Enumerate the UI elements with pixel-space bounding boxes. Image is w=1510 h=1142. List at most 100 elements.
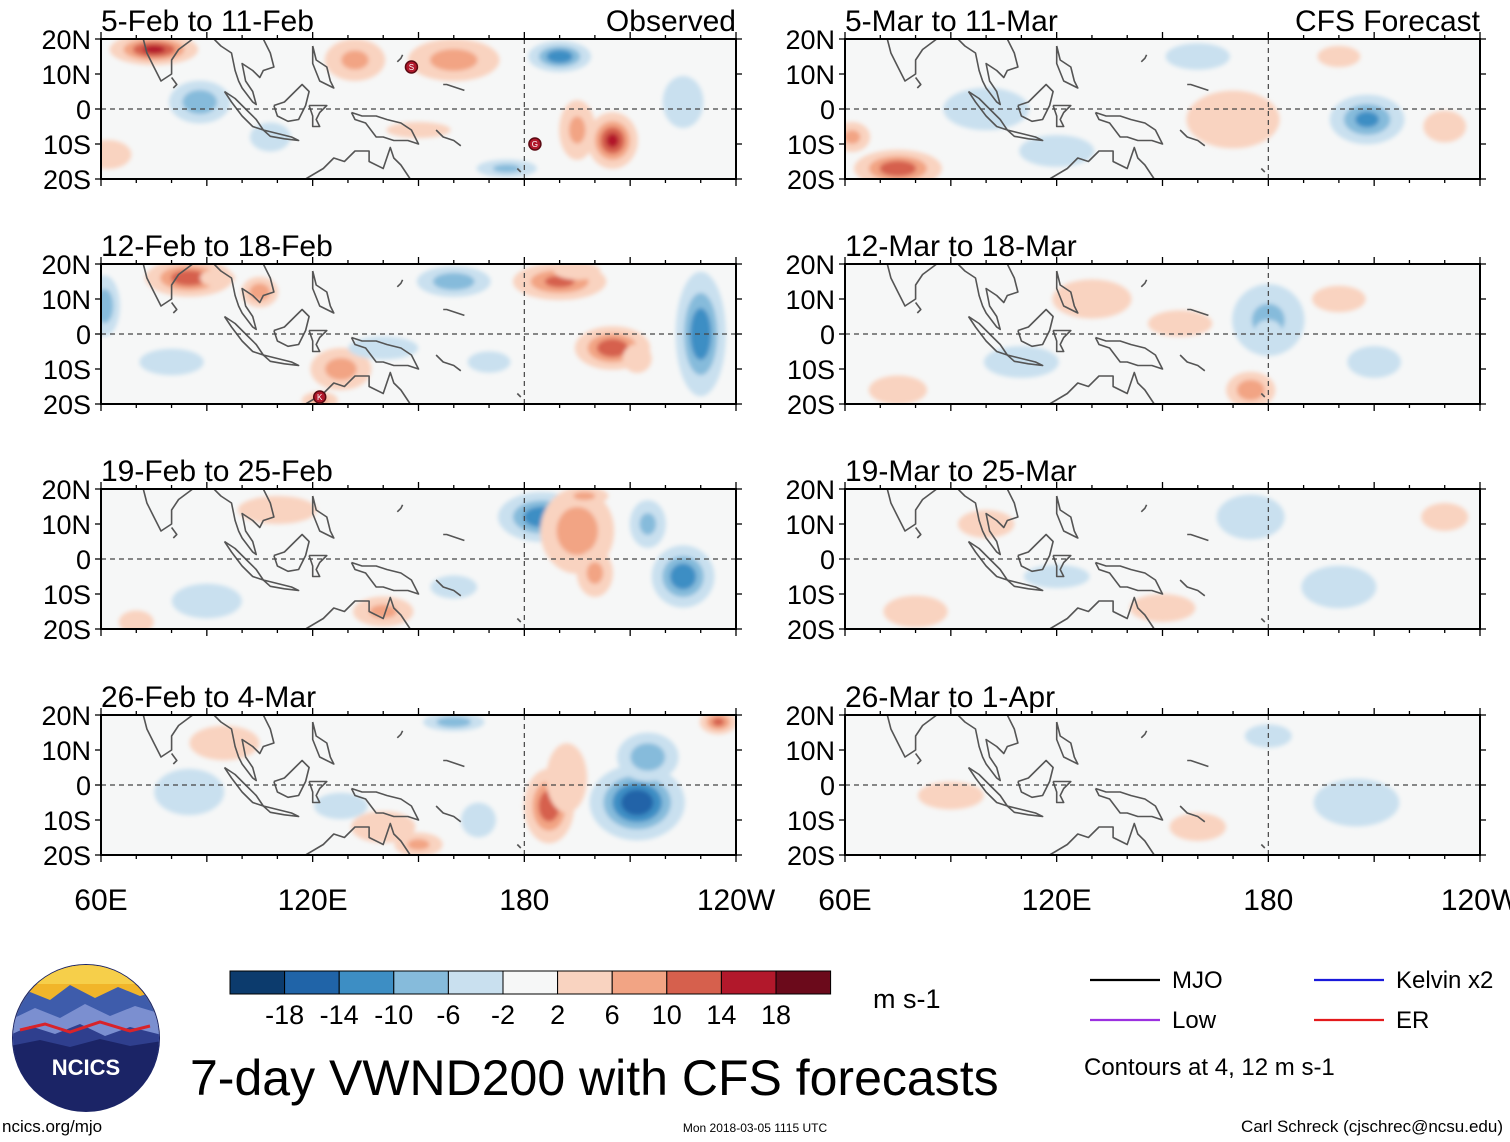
anomaly-blob [237,495,317,525]
anomaly-blob [430,575,478,599]
panel-forecast-1: 20N 10N 0 10S 20S 12-Mar to 18-Mar [785,230,1486,420]
footer-url[interactable]: ncics.org/mjo [2,1117,102,1136]
lat-tick-label: 20S [43,615,91,645]
panel-title: 5-Mar to 11-Mar [845,5,1058,38]
coastlines [873,489,1266,629]
anomaly-blob [1347,346,1401,378]
anomaly-blob [1423,110,1467,143]
lat-tick-label: 20S [787,390,835,420]
panel-title: 19-Mar to 25-Mar [845,455,1077,488]
lat-tick-label: 20S [43,841,91,871]
lat-tick-label: 0 [820,95,835,125]
lat-tick-label: 10S [787,806,835,836]
anomaly-blob [559,100,596,160]
legend-label: Kelvin x2 [1396,967,1493,994]
lat-tick-label: 10S [43,130,91,160]
anomaly-blob [139,348,204,376]
lat-tick-label: 10S [787,355,835,385]
colorbar-tick-label: 18 [761,1000,791,1030]
panel-title: 12-Feb to 18-Feb [101,230,333,263]
anomaly-blob [957,510,1015,538]
anomaly-blob [423,715,485,732]
anomaly-blob [1312,285,1366,313]
lat-tick-label: 10N [785,60,835,90]
svg-text:G: G [532,140,538,149]
lat-tick-label: 10N [785,285,835,315]
anomaly-blob [662,75,704,129]
lon-tick-label: 120E [278,884,348,917]
anomaly-blob [1169,813,1226,841]
lon-tick-label: 60E [74,884,127,917]
lon-tick-label: 60E [818,884,871,917]
panel-title: 12-Mar to 18-Mar [845,230,1077,263]
anomaly-blob [943,87,1029,131]
anomaly-blob [109,39,199,66]
column-title: Observed [606,5,736,38]
anomaly-blob [118,610,154,629]
lat-tick-label: 20S [787,165,835,195]
storm-marker: S [404,60,419,74]
lat-tick-label: 20N [41,25,91,55]
anomaly-blob [101,140,132,169]
lat-tick-label: 20N [785,701,835,731]
lat-tick-label: 0 [76,771,91,801]
colorbar-tick-label: 14 [706,1000,736,1030]
colorbar-swatch [502,970,559,995]
panel-observed-1: 20N 10N 0 10S 20S 12-Feb to 18-Feb [41,230,742,420]
panel-grid: 20N 10N 0 10S 20S 5-Feb to 11-Feb Observed 20N 1… [41,5,1486,871]
lat-tick-label: 20N [41,475,91,505]
colorbar-swatch [229,970,286,995]
colorbar-swatch [284,970,340,995]
lon-tick-label: 120W [697,884,776,917]
lat-tick-label: 10S [43,355,91,385]
anomaly-blob [416,266,491,297]
figure-title: 7-day VWND200 with CFS forecasts [190,1050,999,1106]
anomaly-blob [1317,45,1361,68]
anomaly-blob [587,112,638,169]
lat-tick-label: 0 [76,320,91,350]
anomaly-blob [101,275,120,337]
storm-marker: K [312,390,327,404]
anomaly-blob [314,792,368,820]
lat-tick-label: 10N [41,736,91,766]
lat-tick-label: 20S [43,165,91,195]
lat-tick-label: 0 [820,545,835,575]
lat-tick-label: 0 [820,320,835,350]
anomaly-blob [1313,778,1400,827]
colorbar-tick-label: 2 [550,1000,565,1030]
anomaly-blob [546,743,588,813]
legend-label: MJO [1172,967,1223,994]
lat-tick-label: 10N [41,510,91,540]
anomaly-blob [460,802,496,838]
lat-tick-label: 10N [785,510,835,540]
colorbar-swatch [557,970,613,995]
anomaly-blob [868,375,928,404]
anomaly-blob [853,149,942,179]
anomaly-blob [476,159,537,178]
anomaly-blob [528,40,592,73]
colorbar-swatch [611,970,668,995]
lat-tick-label: 10S [43,806,91,836]
wind-field [154,715,736,855]
colorbar-tick-label: -6 [436,1000,460,1030]
footer-credit: Carl Schreck (cjschrec@ncsu.edu) [1241,1117,1503,1136]
anomaly-blob [651,545,715,608]
storm-marker: G [528,137,542,151]
panel-forecast-2: 20N 10N 0 10S 20S 19-Mar to 25-Mar [785,455,1486,645]
lat-tick-label: 10S [787,130,835,160]
ncics-logo: NCICS [12,964,160,1112]
anomaly-blob [1148,310,1213,337]
colorbar-swatch [338,970,395,995]
anomaly-blob [386,122,451,138]
panel-observed-3: 20N 10N 0 10S 20S 26-Feb to 4-Mar [41,681,742,871]
anomaly-blob [199,269,235,287]
coastlines [873,264,1266,404]
colorbar-swatch [393,970,449,995]
colorbar-tick-label: 10 [652,1000,682,1030]
contour-legend: MJO Kelvin x2 Low ER [1090,967,1493,1034]
contour-note: Contours at 4, 12 m s-1 [1084,1054,1335,1081]
panel-title: 19-Feb to 25-Feb [101,455,333,488]
colorbar-tick-label: -14 [320,1000,359,1030]
wind-field [845,43,1467,179]
